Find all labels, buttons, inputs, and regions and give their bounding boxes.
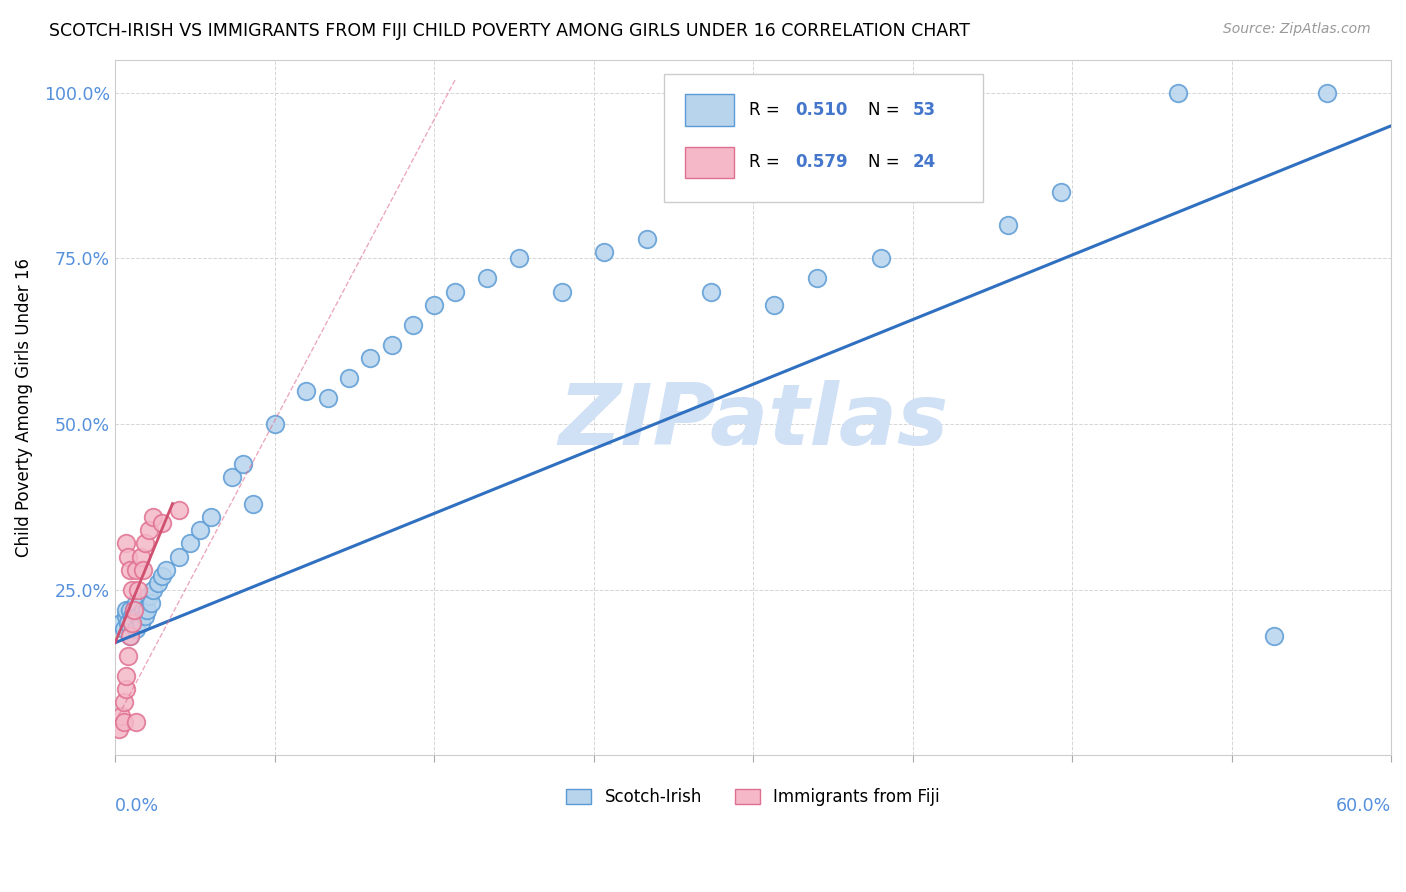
Point: [134, 609, 156, 624]
Point: [359, 351, 381, 365]
Point: [136, 602, 159, 616]
Text: N =: N =: [868, 102, 904, 120]
Text: 24: 24: [912, 153, 936, 171]
Point: [125, 623, 148, 637]
Point: [142, 509, 165, 524]
Point: [114, 669, 136, 683]
Point: [477, 271, 499, 285]
Point: [114, 536, 136, 550]
Point: [1167, 86, 1189, 100]
Point: [112, 715, 135, 730]
Legend: Scotch-Irish, Immigrants from Fiji: Scotch-Irish, Immigrants from Fiji: [560, 781, 946, 814]
Point: [114, 609, 136, 624]
Point: [232, 457, 254, 471]
Point: [118, 629, 141, 643]
Point: [423, 298, 446, 312]
Point: [117, 549, 139, 564]
Point: [122, 602, 145, 616]
Point: [125, 596, 148, 610]
Text: 0.510: 0.510: [796, 102, 848, 120]
Point: [508, 252, 530, 266]
FancyBboxPatch shape: [664, 73, 983, 202]
Point: [121, 582, 143, 597]
Point: [221, 470, 243, 484]
Point: [150, 516, 173, 531]
Point: [200, 509, 222, 524]
Point: [132, 563, 155, 577]
Point: [699, 285, 721, 299]
Point: [121, 609, 143, 624]
Point: [127, 609, 149, 624]
Text: ZIPatlas: ZIPatlas: [558, 380, 948, 463]
Point: [121, 615, 143, 630]
Point: [1050, 185, 1073, 199]
Point: [125, 715, 148, 730]
Point: [117, 648, 139, 663]
Text: 60.0%: 60.0%: [1336, 797, 1391, 815]
Point: [114, 602, 136, 616]
Point: [295, 384, 318, 398]
Y-axis label: Child Poverty Among Girls Under 16: Child Poverty Among Girls Under 16: [15, 258, 32, 557]
Point: [122, 602, 145, 616]
Bar: [686, 146, 734, 178]
Point: [129, 615, 152, 630]
Point: [402, 318, 425, 332]
Point: [869, 252, 891, 266]
Text: SCOTCH-IRISH VS IMMIGRANTS FROM FIJI CHILD POVERTY AMONG GIRLS UNDER 16 CORRELAT: SCOTCH-IRISH VS IMMIGRANTS FROM FIJI CHI…: [49, 22, 970, 40]
Point: [110, 708, 132, 723]
Text: 0.0%: 0.0%: [115, 797, 159, 815]
Text: R =: R =: [749, 102, 785, 120]
Point: [242, 497, 264, 511]
Point: [179, 536, 201, 550]
Point: [155, 563, 177, 577]
Point: [138, 523, 160, 537]
Point: [108, 722, 131, 736]
Point: [129, 549, 152, 564]
Point: [114, 682, 136, 697]
Point: [1316, 86, 1339, 100]
Point: [117, 615, 139, 630]
Point: [167, 503, 190, 517]
Point: [141, 596, 163, 610]
Point: [132, 602, 155, 616]
Text: Source: ZipAtlas.com: Source: ZipAtlas.com: [1223, 22, 1371, 37]
Point: [112, 695, 135, 709]
Point: [134, 536, 156, 550]
Point: [121, 615, 143, 630]
Point: [380, 337, 402, 351]
Point: [146, 576, 169, 591]
Point: [337, 370, 360, 384]
Point: [125, 563, 148, 577]
Point: [118, 563, 141, 577]
Point: [142, 582, 165, 597]
Point: [127, 582, 149, 597]
Point: [636, 231, 658, 245]
Point: [112, 623, 135, 637]
Point: [118, 629, 141, 643]
Point: [997, 219, 1019, 233]
Point: [110, 615, 132, 630]
Point: [593, 244, 616, 259]
Point: [167, 549, 190, 564]
Point: [118, 602, 141, 616]
Text: 0.579: 0.579: [796, 153, 848, 171]
Point: [444, 285, 467, 299]
Point: [263, 417, 285, 431]
Point: [1263, 629, 1285, 643]
Text: N =: N =: [868, 153, 904, 171]
Point: [316, 391, 339, 405]
Text: R =: R =: [749, 153, 785, 171]
Point: [550, 285, 572, 299]
Point: [806, 271, 828, 285]
Text: 53: 53: [912, 102, 935, 120]
Point: [150, 569, 173, 583]
Point: [138, 590, 160, 604]
Point: [188, 523, 211, 537]
Bar: [686, 95, 734, 126]
Point: [763, 298, 786, 312]
